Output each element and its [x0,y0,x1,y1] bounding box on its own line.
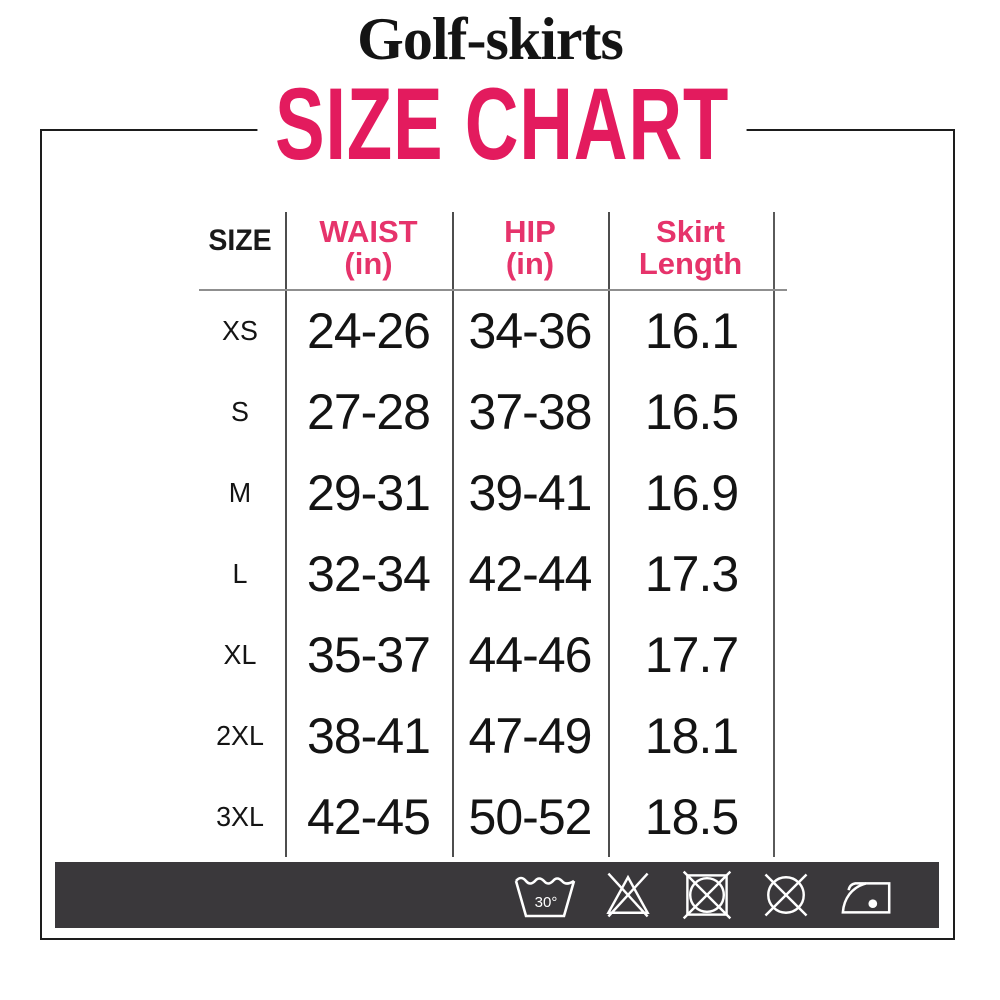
column-divider [452,212,454,857]
col-header-waist-line1: WAIST [319,214,418,249]
hip-cell: 47-49 [468,707,593,764]
waist-cell: 32-34 [307,545,431,602]
size-table-body: XS 24-26 34-36 16.1 S 27-28 37-38 16.5 M… [195,291,775,857]
length-cell: 16.5 [644,384,739,441]
do-not-dry-clean-icon [764,873,808,917]
hip-cell: 34-36 [468,303,593,360]
iron-low-heat-icon [841,882,891,914]
size-cell: 2XL [216,719,264,751]
col-header-skirt-line1: Skirt [656,214,725,249]
waist-cell: 29-31 [307,465,431,522]
waist-cell: 38-41 [307,707,431,764]
do-not-tumble-dry-icon [682,870,732,920]
length-cell: 16.1 [644,303,739,360]
length-cell: 18.1 [644,707,739,764]
header-divider [199,289,787,291]
hip-cell: 42-44 [468,545,593,602]
col-header-waist: WAIST (in) [285,216,452,280]
col-header-hip-line2: (in) [505,246,555,281]
care-instructions-bar: 30° [55,862,939,928]
size-cell: 3XL [216,800,264,832]
length-cell: 17.7 [644,626,739,683]
column-divider [608,212,610,857]
page-title: SIZE CHART [257,73,747,175]
waist-cell: 27-28 [307,384,431,441]
hip-cell: 44-46 [468,626,593,683]
machine-wash-30-icon: 30° [514,876,576,918]
waist-cell: 35-37 [307,626,431,683]
do-not-bleach-icon [606,872,650,918]
waist-cell: 24-26 [307,303,431,360]
size-cell: M [228,477,252,509]
brand-title: Golf-skirts [357,6,624,72]
column-divider [285,212,287,857]
size-cell: XL [223,638,257,670]
col-header-skirt-length: Skirt Length [608,216,773,280]
col-header-size: SIZE [208,224,272,257]
hip-cell: 37-38 [468,384,593,441]
col-header-hip: HIP (in) [452,216,608,280]
column-divider [773,212,775,857]
svg-text:30°: 30° [535,894,558,911]
hip-cell: 39-41 [468,465,593,522]
waist-cell: 42-45 [307,788,431,845]
hip-cell: 50-52 [468,788,593,845]
size-cell: S [231,396,249,428]
length-cell: 17.3 [644,545,739,602]
size-cell: L [232,557,248,589]
col-header-skirt-line2: Length [638,246,743,281]
length-cell: 18.5 [644,788,739,845]
length-cell: 16.9 [644,465,739,522]
size-cell: XS [222,315,258,347]
col-header-hip-line1: HIP [504,214,556,249]
col-header-waist-line2: (in) [344,246,393,281]
